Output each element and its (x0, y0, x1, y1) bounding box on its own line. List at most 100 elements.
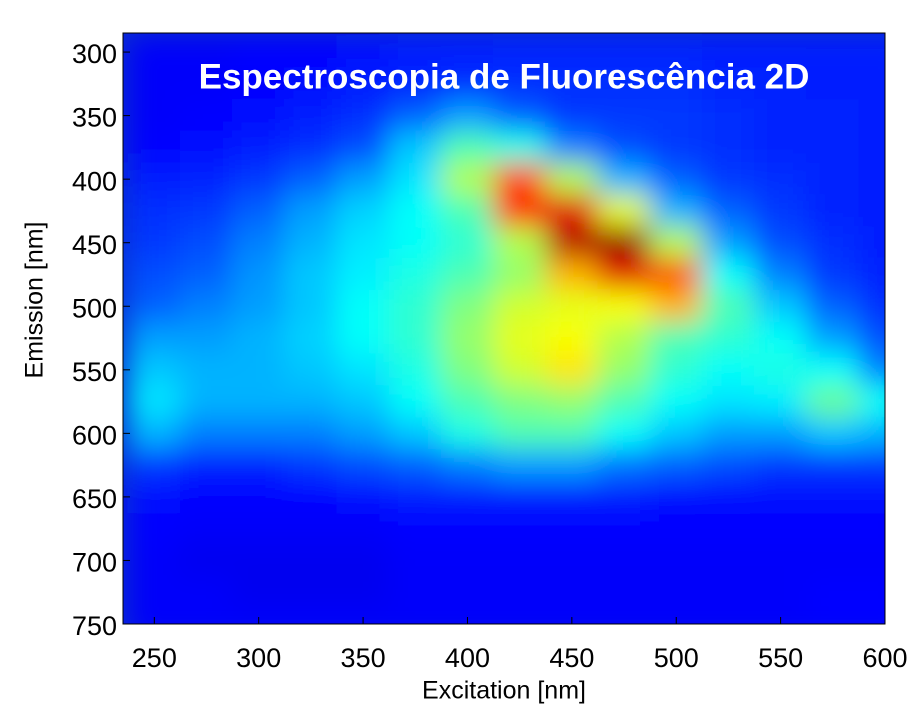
heat-cell (597, 131, 650, 164)
x-tick-label: 450 (549, 643, 594, 673)
heat-cell (128, 576, 181, 609)
heat-cell (754, 290, 807, 323)
heat-cell (441, 131, 494, 164)
heat-cell (336, 481, 389, 514)
heat-cell (597, 353, 650, 386)
heat-cell (806, 481, 859, 514)
heat-cell (597, 322, 650, 355)
heat-cell (336, 385, 389, 418)
heat-cell (493, 512, 546, 545)
heat-cell (180, 353, 233, 386)
heat-cell (754, 481, 807, 514)
heat-cell (702, 258, 755, 291)
heat-cell (754, 449, 807, 482)
heat-cell (702, 417, 755, 450)
heat-cell (441, 226, 494, 259)
heat-cell (284, 195, 337, 228)
heat-cell (232, 258, 285, 291)
heat-cell (597, 99, 650, 132)
heat-cell (493, 290, 546, 323)
x-tick-label: 600 (862, 643, 907, 673)
heat-cell (284, 290, 337, 323)
heat-cell (545, 99, 598, 132)
heat-cell (702, 481, 755, 514)
heat-cell (180, 417, 233, 450)
heat-cell (702, 512, 755, 545)
heat-cell (232, 417, 285, 450)
heat-cell (180, 99, 233, 132)
heat-cell (650, 99, 703, 132)
heat-cell (597, 417, 650, 450)
heat-cell (389, 353, 442, 386)
heat-cell (545, 226, 598, 259)
heat-cell (336, 322, 389, 355)
x-tick-label: 500 (654, 643, 699, 673)
heat-cell (702, 226, 755, 259)
heat-cell (597, 385, 650, 418)
heat-cell (545, 258, 598, 291)
heat-cell (545, 290, 598, 323)
heat-cell (597, 481, 650, 514)
x-tick-label: 350 (341, 643, 386, 673)
heat-cell (389, 290, 442, 323)
heat-cell (284, 512, 337, 545)
heat-cell (128, 449, 181, 482)
heat-cell (232, 353, 285, 386)
heat-cell (650, 290, 703, 323)
heat-cell (545, 481, 598, 514)
heat-cell (284, 544, 337, 577)
heat-cell (336, 449, 389, 482)
heat-cell (389, 99, 442, 132)
heat-cell (336, 417, 389, 450)
heat-cell (597, 163, 650, 196)
heat-cell (284, 481, 337, 514)
heat-cell (754, 385, 807, 418)
heat-cell (597, 195, 650, 228)
heat-cell (493, 226, 546, 259)
heat-cell (754, 322, 807, 355)
heat-cell (806, 544, 859, 577)
heat-cell (441, 163, 494, 196)
heat-cell (336, 226, 389, 259)
heat-cell (389, 417, 442, 450)
heat-cell (232, 163, 285, 196)
heat-cell (545, 544, 598, 577)
heat-cell (545, 417, 598, 450)
heat-cell (650, 417, 703, 450)
heat-cell (545, 322, 598, 355)
heat-cell (180, 290, 233, 323)
heat-cell (545, 131, 598, 164)
y-tick-label: 750 (72, 611, 117, 641)
heat-cell (493, 385, 546, 418)
heat-cell (702, 290, 755, 323)
y-axis-label: Emission [nm] (21, 222, 49, 379)
heat-cell (650, 544, 703, 577)
heat-cell (180, 449, 233, 482)
heat-cell (493, 417, 546, 450)
x-tick-label: 250 (132, 643, 177, 673)
heat-cell (493, 163, 546, 196)
heat-cell (754, 576, 807, 609)
heat-cell (336, 544, 389, 577)
heat-cell (754, 195, 807, 228)
heat-cell (702, 385, 755, 418)
heat-cell (441, 449, 494, 482)
heat-cell (702, 353, 755, 386)
heat-cell (754, 544, 807, 577)
heat-cell (180, 576, 233, 609)
heat-cell (389, 481, 442, 514)
heat-cell (180, 385, 233, 418)
heat-cell (650, 512, 703, 545)
heat-cell (806, 385, 859, 418)
heat-cell (128, 385, 181, 418)
heat-cell (597, 226, 650, 259)
heat-cell (284, 353, 337, 386)
heat-cell (702, 449, 755, 482)
heat-cell (232, 226, 285, 259)
heat-cell (806, 258, 859, 291)
y-tick-label: 300 (72, 39, 117, 69)
heat-cell (389, 322, 442, 355)
heat-cell (232, 322, 285, 355)
heat-cell (545, 195, 598, 228)
heat-cell (441, 417, 494, 450)
